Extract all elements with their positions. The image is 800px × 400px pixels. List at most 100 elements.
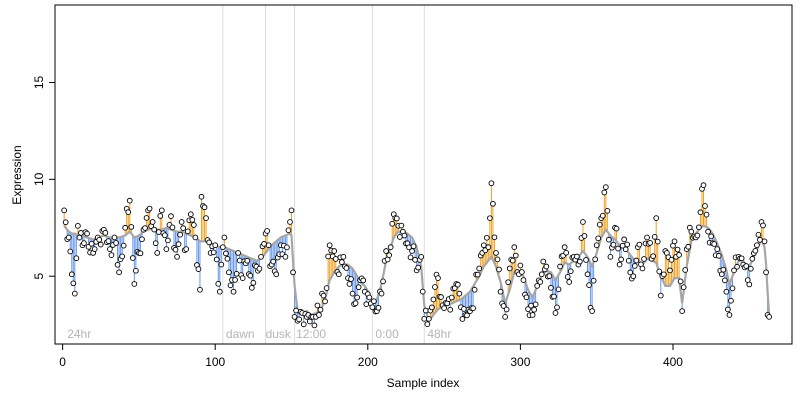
data-point-114 — [235, 250, 241, 256]
data-point-15 — [84, 230, 90, 237]
data-point-192 — [354, 294, 360, 301]
data-point-285 — [496, 266, 502, 273]
x-tick-label-200: 200 — [358, 355, 378, 369]
data-point-239 — [425, 315, 432, 322]
data-point-47 — [133, 267, 139, 274]
data-point-303 — [523, 294, 530, 301]
data-point-307 — [529, 312, 536, 318]
data-point-377 — [636, 241, 643, 248]
data-point-157 — [300, 321, 307, 328]
data-point-109 — [227, 282, 234, 289]
data-point-459 — [761, 238, 768, 245]
data-point-148 — [287, 219, 293, 225]
data-point-196 — [360, 277, 367, 284]
data-point-300 — [519, 269, 525, 275]
data-point-370 — [625, 257, 632, 264]
data-point-54 — [143, 215, 150, 221]
data-point-59 — [151, 226, 158, 233]
data-point-70 — [168, 213, 174, 219]
data-point-120 — [244, 257, 251, 264]
data-point-375 — [633, 257, 640, 264]
data-point-460 — [763, 269, 769, 276]
data-point-235 — [419, 288, 426, 295]
data-point-249 — [441, 305, 447, 311]
data-point-108 — [226, 269, 232, 276]
data-point-426 — [711, 241, 718, 247]
data-point-434 — [723, 288, 730, 295]
data-point-389 — [654, 238, 661, 245]
data-point-349 — [593, 242, 600, 249]
data-point-99 — [212, 242, 219, 249]
data-point-422 — [705, 228, 711, 235]
data-point-128 — [256, 265, 263, 272]
data-point-398 — [668, 256, 675, 263]
data-point-44 — [128, 224, 135, 230]
data-point-74 — [174, 253, 180, 260]
data-point-177 — [331, 248, 338, 254]
data-point-215 — [389, 220, 396, 227]
data-point-188 — [348, 276, 354, 282]
data-point-447 — [743, 263, 750, 269]
data-point-259 — [456, 290, 463, 297]
data-point-31 — [108, 252, 115, 258]
data-point-123 — [248, 284, 255, 291]
data-point-421 — [703, 211, 710, 218]
data-point-280 — [488, 180, 495, 187]
data-point-441 — [734, 263, 740, 270]
data-point-330 — [564, 274, 571, 280]
data-point-344 — [586, 282, 592, 288]
data-point-350 — [595, 235, 602, 242]
data-point-178 — [332, 256, 339, 262]
data-point-258 — [454, 281, 461, 288]
data-point-437 — [728, 297, 734, 304]
data-point-151 — [291, 314, 298, 320]
data-point-368 — [622, 246, 629, 253]
x-tick-label-0: 0 — [59, 355, 66, 369]
annotation-0: 24hr — [67, 327, 91, 341]
data-point-193 — [355, 284, 362, 291]
data-point-34 — [113, 240, 119, 246]
data-point-367 — [621, 236, 628, 243]
data-point-129 — [258, 253, 264, 260]
data-point-411 — [688, 228, 695, 235]
data-point-76 — [177, 231, 183, 238]
data-point-27 — [102, 229, 109, 236]
data-point-424 — [708, 233, 714, 240]
annotation-2: dusk — [266, 327, 292, 341]
data-point-351 — [596, 221, 603, 228]
data-point-382 — [644, 234, 650, 241]
data-point-61 — [154, 250, 161, 256]
data-point-20 — [91, 246, 98, 252]
data-point-29 — [105, 238, 112, 244]
data-point-38 — [119, 253, 125, 260]
annotation-3: 12:00 — [296, 327, 326, 341]
data-point-444 — [738, 255, 745, 262]
annotation-5: 48hr — [427, 327, 451, 341]
data-point-312 — [537, 279, 544, 285]
data-point-149 — [288, 207, 295, 214]
data-point-386 — [650, 253, 656, 260]
data-point-332 — [567, 268, 574, 275]
stems — [63, 183, 770, 326]
data-point-353 — [599, 212, 606, 219]
data-point-124 — [250, 279, 257, 286]
annotation-4: 0:00 — [375, 327, 399, 341]
data-point-104 — [219, 244, 226, 251]
data-point-71 — [169, 224, 176, 231]
data-point-45 — [129, 255, 136, 261]
data-point-230 — [412, 256, 418, 263]
data-point-329 — [563, 249, 570, 256]
data-point-100 — [213, 256, 220, 263]
data-point-309 — [532, 301, 539, 308]
data-point-234 — [418, 253, 425, 260]
data-point-328 — [561, 244, 568, 250]
data-point-117 — [239, 275, 246, 281]
data-point-78 — [180, 225, 187, 231]
data-point-187 — [346, 281, 353, 287]
data-point-438 — [729, 285, 736, 292]
x-axis-label: Sample index — [387, 376, 460, 390]
data-point-133 — [264, 228, 270, 234]
data-point-245 — [435, 275, 441, 281]
data-point-13 — [81, 240, 87, 246]
data-point-308 — [531, 306, 537, 313]
